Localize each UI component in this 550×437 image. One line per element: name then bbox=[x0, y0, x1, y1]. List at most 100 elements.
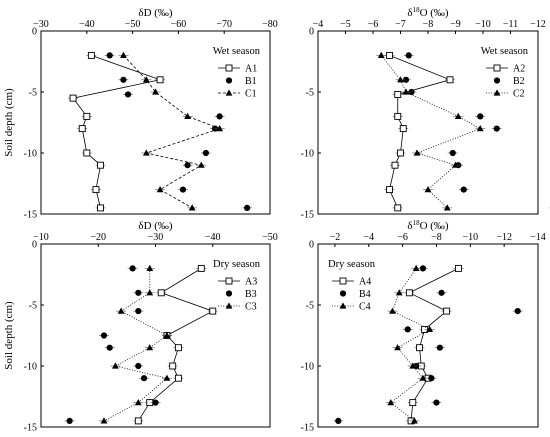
data-point bbox=[106, 52, 113, 59]
data-point bbox=[179, 186, 187, 193]
x-tick-label: −50 bbox=[262, 232, 278, 243]
x-tick-label: −8 bbox=[423, 19, 434, 30]
legend-item: A3 bbox=[218, 277, 257, 288]
data-point bbox=[152, 399, 159, 406]
x-tick-label: −20 bbox=[90, 232, 106, 243]
y-tick-label: -5 bbox=[29, 88, 37, 99]
x-tick-label: −12 bbox=[530, 19, 546, 30]
legend-label: C3 bbox=[245, 302, 257, 313]
season-label: Dry season bbox=[328, 259, 376, 270]
x-tick-label: −40 bbox=[79, 19, 95, 30]
legend-marker bbox=[339, 277, 347, 285]
data-point bbox=[142, 76, 150, 83]
series-A1 bbox=[68, 51, 166, 212]
legend-marker bbox=[493, 77, 501, 84]
data-point bbox=[394, 112, 402, 120]
series-line bbox=[103, 268, 168, 422]
series-B1 bbox=[104, 52, 253, 211]
data-point bbox=[397, 76, 404, 83]
data-point bbox=[411, 417, 418, 424]
data-point bbox=[163, 331, 171, 339]
data-point bbox=[395, 289, 403, 296]
series-C4 bbox=[385, 264, 435, 424]
data-point bbox=[460, 186, 467, 193]
series-A4 bbox=[404, 264, 464, 425]
data-point bbox=[405, 289, 413, 297]
data-point bbox=[78, 125, 86, 133]
data-point bbox=[402, 76, 410, 83]
data-point bbox=[416, 344, 423, 352]
x-tick-label: −70 bbox=[216, 19, 232, 30]
y-tick-label: -15 bbox=[301, 423, 314, 434]
x-tick-label: −7 bbox=[395, 19, 406, 30]
y-tick-label: -10 bbox=[301, 149, 314, 160]
data-point bbox=[163, 374, 171, 381]
legend-item: B3 bbox=[225, 289, 257, 300]
series-C3 bbox=[98, 264, 172, 424]
data-point bbox=[386, 186, 393, 194]
legend-label: A4 bbox=[359, 277, 371, 288]
x-tick-label: −40 bbox=[205, 232, 221, 243]
data-point bbox=[386, 51, 393, 59]
series-line bbox=[123, 55, 221, 209]
data-point bbox=[92, 186, 100, 194]
legend-marker bbox=[225, 290, 233, 297]
x-axis-title: δ18O (‰) bbox=[407, 219, 449, 232]
y-tick-label: 0 bbox=[309, 240, 314, 251]
data-point bbox=[477, 113, 484, 120]
x-tick-label: −4 bbox=[363, 232, 374, 243]
data-point bbox=[174, 344, 182, 352]
data-point bbox=[97, 204, 104, 212]
series-line bbox=[389, 55, 452, 209]
x-tick-label: −6 bbox=[397, 232, 408, 243]
data-point bbox=[156, 186, 164, 193]
data-point bbox=[184, 112, 191, 119]
y-tick-label: -5 bbox=[306, 301, 314, 312]
legend-item: C2 bbox=[486, 89, 525, 100]
legend-label: B4 bbox=[359, 289, 371, 300]
data-point bbox=[117, 307, 125, 314]
season-label: Wet season bbox=[481, 46, 529, 57]
data-point bbox=[142, 149, 150, 156]
y-axis-title: Soil depth (cm) bbox=[3, 301, 15, 370]
x-tick-label: −50 bbox=[125, 19, 141, 30]
x-tick-label: −30 bbox=[148, 232, 164, 243]
x-tick-label: −11 bbox=[503, 19, 518, 30]
data-point bbox=[387, 399, 395, 406]
data-point bbox=[514, 308, 521, 315]
legend-item: B2 bbox=[493, 76, 525, 87]
data-point bbox=[408, 88, 415, 96]
x-tick-label: −4 bbox=[313, 19, 324, 30]
y-tick-label: 0 bbox=[32, 240, 37, 251]
series-C2 bbox=[376, 51, 486, 211]
data-point bbox=[135, 308, 142, 315]
legend-label: B1 bbox=[245, 76, 257, 87]
data-point bbox=[134, 399, 142, 406]
legend-label: C1 bbox=[245, 89, 257, 100]
data-point bbox=[454, 112, 462, 119]
series-B2 bbox=[401, 52, 550, 209]
y-tick-label: -10 bbox=[301, 362, 314, 373]
series-B4 bbox=[333, 265, 523, 424]
data-point bbox=[83, 149, 91, 157]
legend-marker bbox=[225, 89, 233, 96]
x-tick-label: −10 bbox=[462, 232, 478, 243]
data-point bbox=[394, 344, 401, 351]
data-point bbox=[112, 362, 119, 369]
x-tick-label: −14 bbox=[530, 232, 546, 243]
y-tick-label: 0 bbox=[309, 27, 314, 38]
data-point bbox=[397, 149, 404, 157]
panel-top-left: −30 −40 −50 −60 −70 −80 0 -5 -10 -15 δD (‰) Soil de… bbox=[3, 7, 278, 221]
data-point bbox=[156, 76, 164, 84]
data-point bbox=[424, 186, 432, 193]
data-point bbox=[428, 375, 435, 382]
series-line bbox=[380, 55, 482, 209]
data-point bbox=[389, 307, 396, 314]
data-point bbox=[146, 344, 154, 351]
data-point bbox=[409, 399, 417, 407]
x-tick-label: −30 bbox=[33, 19, 49, 30]
legend-marker bbox=[225, 277, 233, 285]
x-tick-label: −10 bbox=[475, 19, 491, 30]
data-point bbox=[426, 325, 434, 332]
